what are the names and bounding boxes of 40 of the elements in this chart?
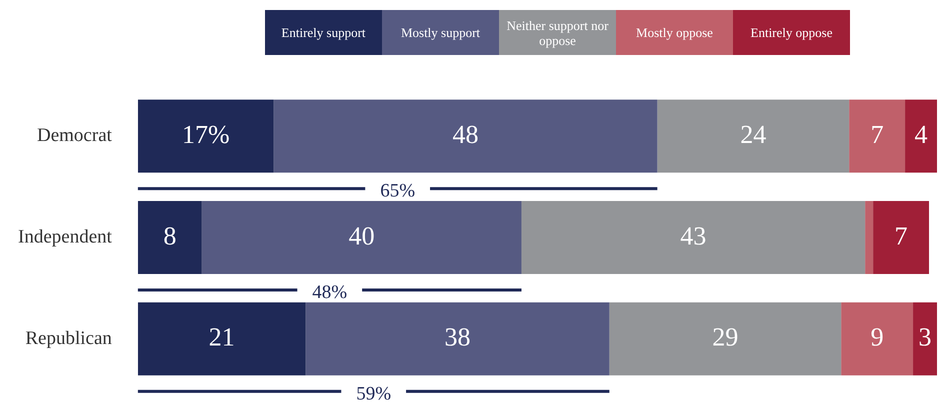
bar xyxy=(202,200,522,274)
y-tick-label: Republican xyxy=(25,328,112,349)
bar xyxy=(138,200,202,274)
annotation: 48% xyxy=(312,282,348,303)
bar xyxy=(521,200,866,274)
text: Entirely support xyxy=(265,10,382,55)
bar xyxy=(913,302,937,376)
bar xyxy=(873,200,930,274)
data-label: 9 xyxy=(870,322,884,352)
text: Mostly oppose xyxy=(616,10,733,55)
y-tick-label: Democrat xyxy=(37,125,113,146)
data-label: 7 xyxy=(894,221,908,250)
annotation: 59% xyxy=(356,383,392,404)
data-label: 48 xyxy=(452,120,479,149)
bar xyxy=(274,100,658,173)
bar xyxy=(865,200,874,274)
data-label: 7 xyxy=(870,120,884,149)
data-label: 38 xyxy=(444,322,471,352)
text: Entirely oppose xyxy=(733,10,850,55)
y-tick-label: Independent xyxy=(18,226,113,248)
data-label: 24 xyxy=(740,120,766,149)
bar xyxy=(905,100,937,173)
data-label: 29 xyxy=(712,322,738,352)
bar xyxy=(138,100,274,173)
bar xyxy=(138,302,306,376)
data-label: 17% xyxy=(182,120,230,149)
bar xyxy=(609,302,842,376)
bar xyxy=(306,302,610,376)
data-label: 8 xyxy=(163,221,176,250)
data-label: 3 xyxy=(918,322,932,352)
data-label: 4 xyxy=(914,120,928,149)
text: Neither support nor oppose xyxy=(499,10,616,55)
bar xyxy=(657,100,850,173)
data-label: 21 xyxy=(208,322,235,352)
data-label: 43 xyxy=(680,221,706,250)
bar xyxy=(849,100,906,173)
data-label: 40 xyxy=(348,221,375,250)
bar xyxy=(841,302,914,376)
annotation: 65% xyxy=(380,180,416,202)
text: Mostly support xyxy=(382,10,499,55)
